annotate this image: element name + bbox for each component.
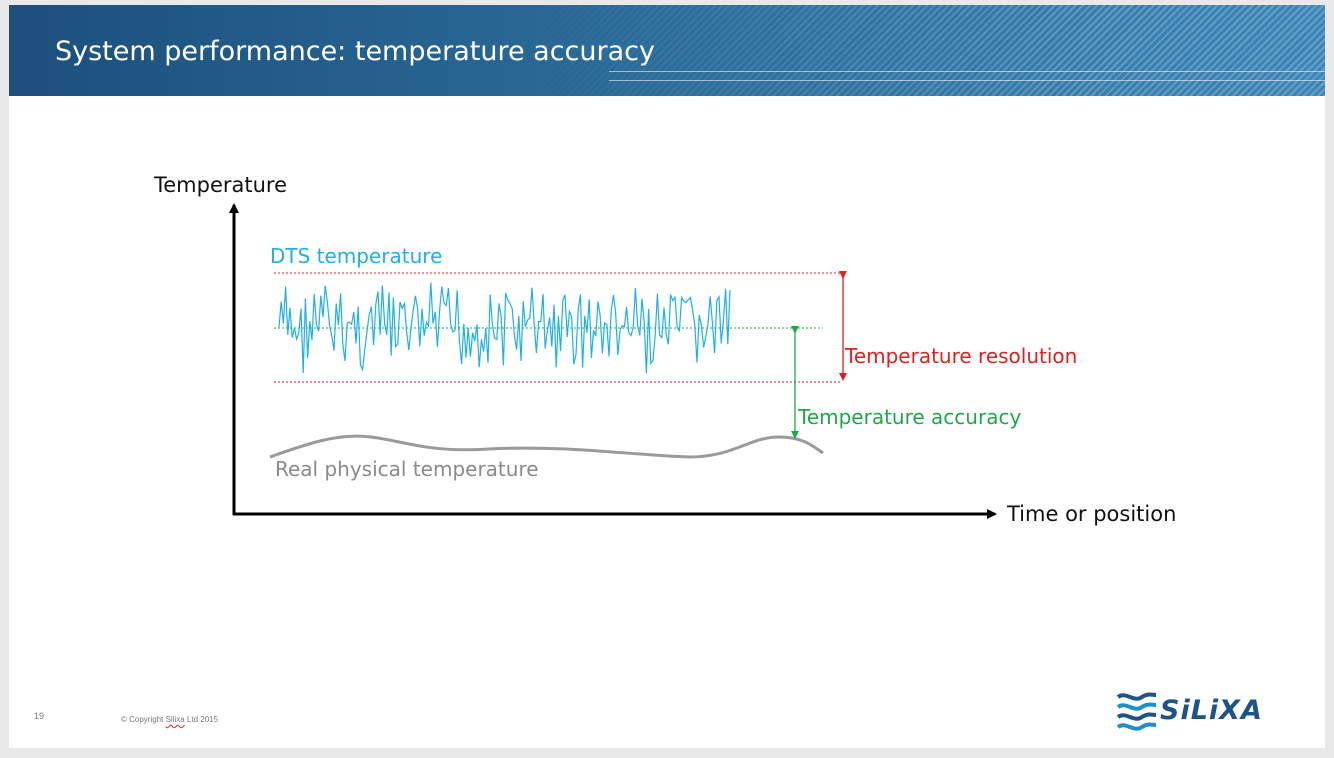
x-axis-label: Time or position: [1007, 502, 1177, 526]
slide-header: System performance: temperature accuracy: [9, 5, 1325, 96]
copyright-company: Silixa: [165, 715, 185, 724]
copyright-notice: © Copyright Silixa Ltd 2015: [121, 715, 218, 724]
temperature-accuracy-label: Temperature accuracy: [798, 405, 1022, 429]
real-temperature-curve: [269, 434, 824, 459]
dts-temperature-label: DTS temperature: [270, 244, 443, 268]
header-lines-decoration: [609, 71, 1325, 81]
company-logo: SiLiXA: [1116, 687, 1311, 733]
slide: System performance: temperature accuracy: [9, 5, 1325, 748]
accuracy-diagram: [229, 203, 997, 519]
copyright-suffix: Ltd 2015: [184, 715, 219, 724]
temperature-resolution-label: Temperature resolution: [845, 344, 1078, 368]
slide-title: System performance: temperature accuracy: [55, 36, 655, 67]
dts-signal-line: [278, 282, 731, 374]
logo-text: SiLiXA: [1160, 695, 1263, 726]
real-temperature-label: Real physical temperature: [275, 457, 539, 481]
y-axis-label: Temperature: [154, 173, 288, 197]
logo-waves-icon: [1116, 692, 1157, 731]
page-number: 19: [34, 711, 45, 721]
copyright-prefix: © Copyright: [121, 715, 166, 724]
